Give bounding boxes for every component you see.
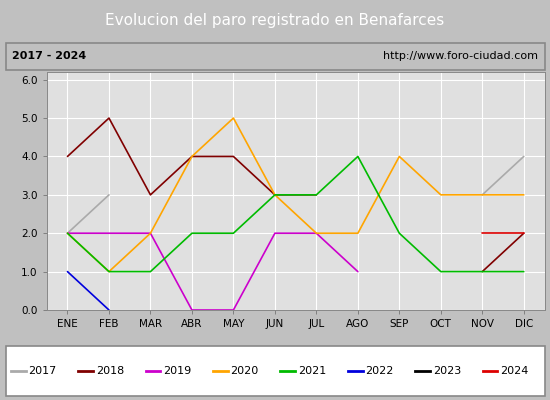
Text: 2018: 2018 (96, 366, 124, 376)
Text: http://www.foro-ciudad.com: http://www.foro-ciudad.com (383, 51, 538, 61)
Text: 2017: 2017 (29, 366, 57, 376)
Text: Evolucion del paro registrado en Benafarces: Evolucion del paro registrado en Benafar… (106, 14, 444, 28)
Text: 2021: 2021 (298, 366, 326, 376)
Text: 2019: 2019 (163, 366, 191, 376)
Text: 2023: 2023 (433, 366, 461, 376)
Text: 2017 - 2024: 2017 - 2024 (12, 51, 86, 61)
Text: 2024: 2024 (500, 366, 529, 376)
Text: 2020: 2020 (230, 366, 259, 376)
FancyBboxPatch shape (6, 346, 544, 396)
Text: 2022: 2022 (365, 366, 394, 376)
